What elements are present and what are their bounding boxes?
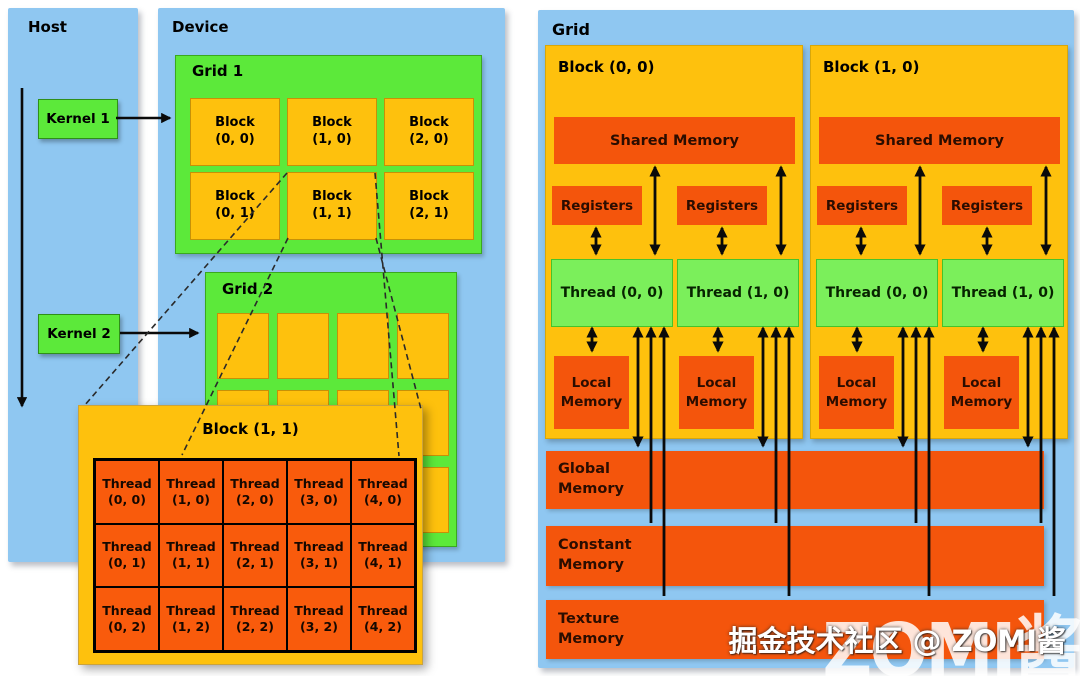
grid2-block: [217, 313, 269, 379]
thread-box: Thread (1, 0): [677, 259, 799, 327]
local-memory-box: Local Memory: [944, 356, 1019, 429]
thread-cell: Thread (0, 1): [95, 523, 159, 588]
memory-grid-title: Grid: [552, 20, 590, 39]
registers-box: Registers: [942, 186, 1032, 225]
watermark-large: ZOMI酱: [822, 608, 1080, 676]
thread-cell: Thread (4, 0): [351, 460, 415, 524]
block-1-1-popup: Block (1, 1) Thread (0, 0) Thread (1, 0)…: [78, 405, 423, 665]
registers-box: Registers: [552, 186, 642, 225]
thread-cell: Thread (4, 1): [351, 523, 415, 588]
thread-box: Thread (0, 0): [551, 259, 673, 327]
local-memory-box: Local Memory: [679, 356, 754, 429]
mem-block-1-0: Block (1, 0) Shared Memory Registers Reg…: [810, 45, 1068, 439]
thread-cell: Thread (2, 0): [223, 460, 287, 524]
kernel-1-box: Kernel 1: [38, 99, 118, 139]
host-title: Host: [28, 18, 67, 36]
kernel-2-box: Kernel 2: [38, 314, 120, 354]
grid2-title: Grid 2: [222, 280, 274, 298]
texture-memory-bar: Texture Memory: [546, 600, 1044, 659]
global-memory-bar: Global Memory: [546, 451, 1044, 509]
constant-memory-bar: Constant Memory: [546, 526, 1044, 586]
thread-cell: Thread (1, 1): [159, 523, 223, 588]
constant-memory-label: Constant Memory: [558, 537, 632, 573]
grid2-block: [397, 313, 449, 379]
thread-cell: Thread (0, 0): [95, 460, 159, 524]
grid1-block-0-1: Block (0, 1): [190, 172, 280, 240]
registers-box: Registers: [817, 186, 907, 225]
mem-block-1-0-title: Block (1, 0): [823, 58, 920, 76]
grid1-block-1-1: Block (1, 1): [287, 172, 377, 240]
thread-cell: Thread (2, 1): [223, 523, 287, 588]
block-1-1-title: Block (1, 1): [202, 420, 299, 438]
thread-cell: Thread (1, 0): [159, 460, 223, 524]
registers-box: Registers: [677, 186, 767, 225]
grid1-block-2-0: Block (2, 0): [384, 98, 474, 166]
mem-block-0-0: Block (0, 0) Shared Memory Registers Reg…: [545, 45, 803, 439]
grid1-block-0-0: Block (0, 0): [190, 98, 280, 166]
thread-cell: Thread (0, 2): [95, 587, 159, 651]
global-memory-label: Global Memory: [558, 461, 624, 497]
local-memory-box: Local Memory: [554, 356, 629, 429]
thread-box: Thread (1, 0): [942, 259, 1064, 327]
watermark-small: 掘金技术社区 @ ZOMI酱: [728, 624, 1066, 658]
device-title: Device: [172, 18, 229, 36]
thread-box: Thread (0, 0): [816, 259, 938, 327]
thread-cell: Thread (1, 2): [159, 587, 223, 651]
grid1-title: Grid 1: [192, 62, 244, 80]
thread-cell: Thread (3, 1): [287, 523, 351, 588]
local-memory-box: Local Memory: [819, 356, 894, 429]
grid1-block-1-0: Block (1, 0): [287, 98, 377, 166]
kernel-1-label: Kernel 1: [46, 111, 110, 127]
shared-memory-box: Shared Memory: [819, 117, 1060, 164]
shared-memory-box: Shared Memory: [554, 117, 795, 164]
grid2-block: [337, 313, 389, 379]
thread-cell: Thread (3, 2): [287, 587, 351, 651]
thread-table: Thread (0, 0) Thread (1, 0) Thread (2, 0…: [93, 458, 417, 653]
mem-block-0-0-title: Block (0, 0): [558, 58, 655, 76]
thread-cell: Thread (4, 2): [351, 587, 415, 651]
thread-cell: Thread (2, 2): [223, 587, 287, 651]
kernel-2-label: Kernel 2: [47, 326, 111, 342]
texture-memory-label: Texture Memory: [558, 610, 624, 647]
grid2-block: [277, 313, 329, 379]
thread-cell: Thread (3, 0): [287, 460, 351, 524]
grid1-block-2-1: Block (2, 1): [384, 172, 474, 240]
